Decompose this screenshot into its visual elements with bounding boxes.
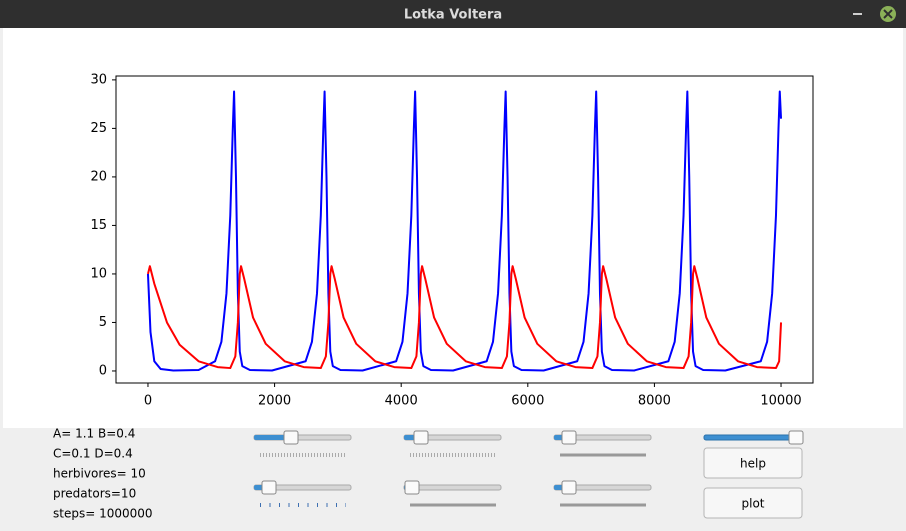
slider[interactable]: [553, 430, 652, 457]
slider-handle: [283, 430, 299, 445]
slider-fill: [254, 435, 291, 440]
y-tick-label: 20: [90, 169, 107, 184]
slider-handle: [404, 480, 420, 495]
y-tick-label: 30: [90, 72, 107, 87]
param-label: predators=10: [53, 487, 136, 501]
slider[interactable]: [703, 430, 804, 445]
slider[interactable]: [403, 430, 502, 457]
slider-handle: [413, 430, 429, 445]
slider-fill: [703, 434, 802, 441]
param-label: herbivores= 10: [53, 467, 146, 481]
slider[interactable]: [253, 480, 352, 507]
window-title: Lotka Voltera: [404, 8, 502, 23]
slider[interactable]: [253, 430, 352, 457]
x-tick-label: 2000: [258, 394, 291, 409]
param-label: A= 1.1 B=0.4: [53, 427, 135, 441]
series-line: [146, 90, 783, 372]
y-tick-label: 25: [90, 121, 107, 136]
param-label: steps= 1000000: [53, 507, 153, 521]
plot-canvas: [3, 28, 903, 428]
button-body: [703, 447, 803, 479]
slider-handle: [561, 430, 577, 445]
plot-button[interactable]: plot: [703, 487, 803, 519]
y-tick-label: 15: [90, 218, 107, 233]
close-x: [883, 9, 893, 19]
button-body: [703, 487, 803, 519]
title-bar: [0, 0, 906, 28]
y-tick-label: 10: [90, 266, 107, 281]
slider[interactable]: [553, 480, 652, 507]
slider-handle: [788, 430, 804, 445]
y-tick-label: 5: [99, 315, 107, 330]
series-line: [146, 265, 783, 370]
help-button[interactable]: help: [703, 447, 803, 479]
param-label: C=0.1 D=0.4: [53, 447, 133, 461]
x-tick-label: 10000: [760, 394, 801, 409]
x-tick-label: 6000: [511, 394, 544, 409]
axes-frame: [115, 75, 814, 384]
button-label: help: [740, 457, 766, 471]
close-button[interactable]: [880, 6, 896, 22]
x-tick-label: 4000: [385, 394, 418, 409]
slider-handle: [561, 480, 577, 495]
x-tick-label: 0: [144, 394, 152, 409]
button-label: plot: [742, 497, 765, 511]
x-tick-label: 8000: [638, 394, 671, 409]
y-tick-label: 0: [99, 363, 107, 378]
slider-handle: [261, 480, 277, 495]
slider[interactable]: [403, 480, 502, 507]
